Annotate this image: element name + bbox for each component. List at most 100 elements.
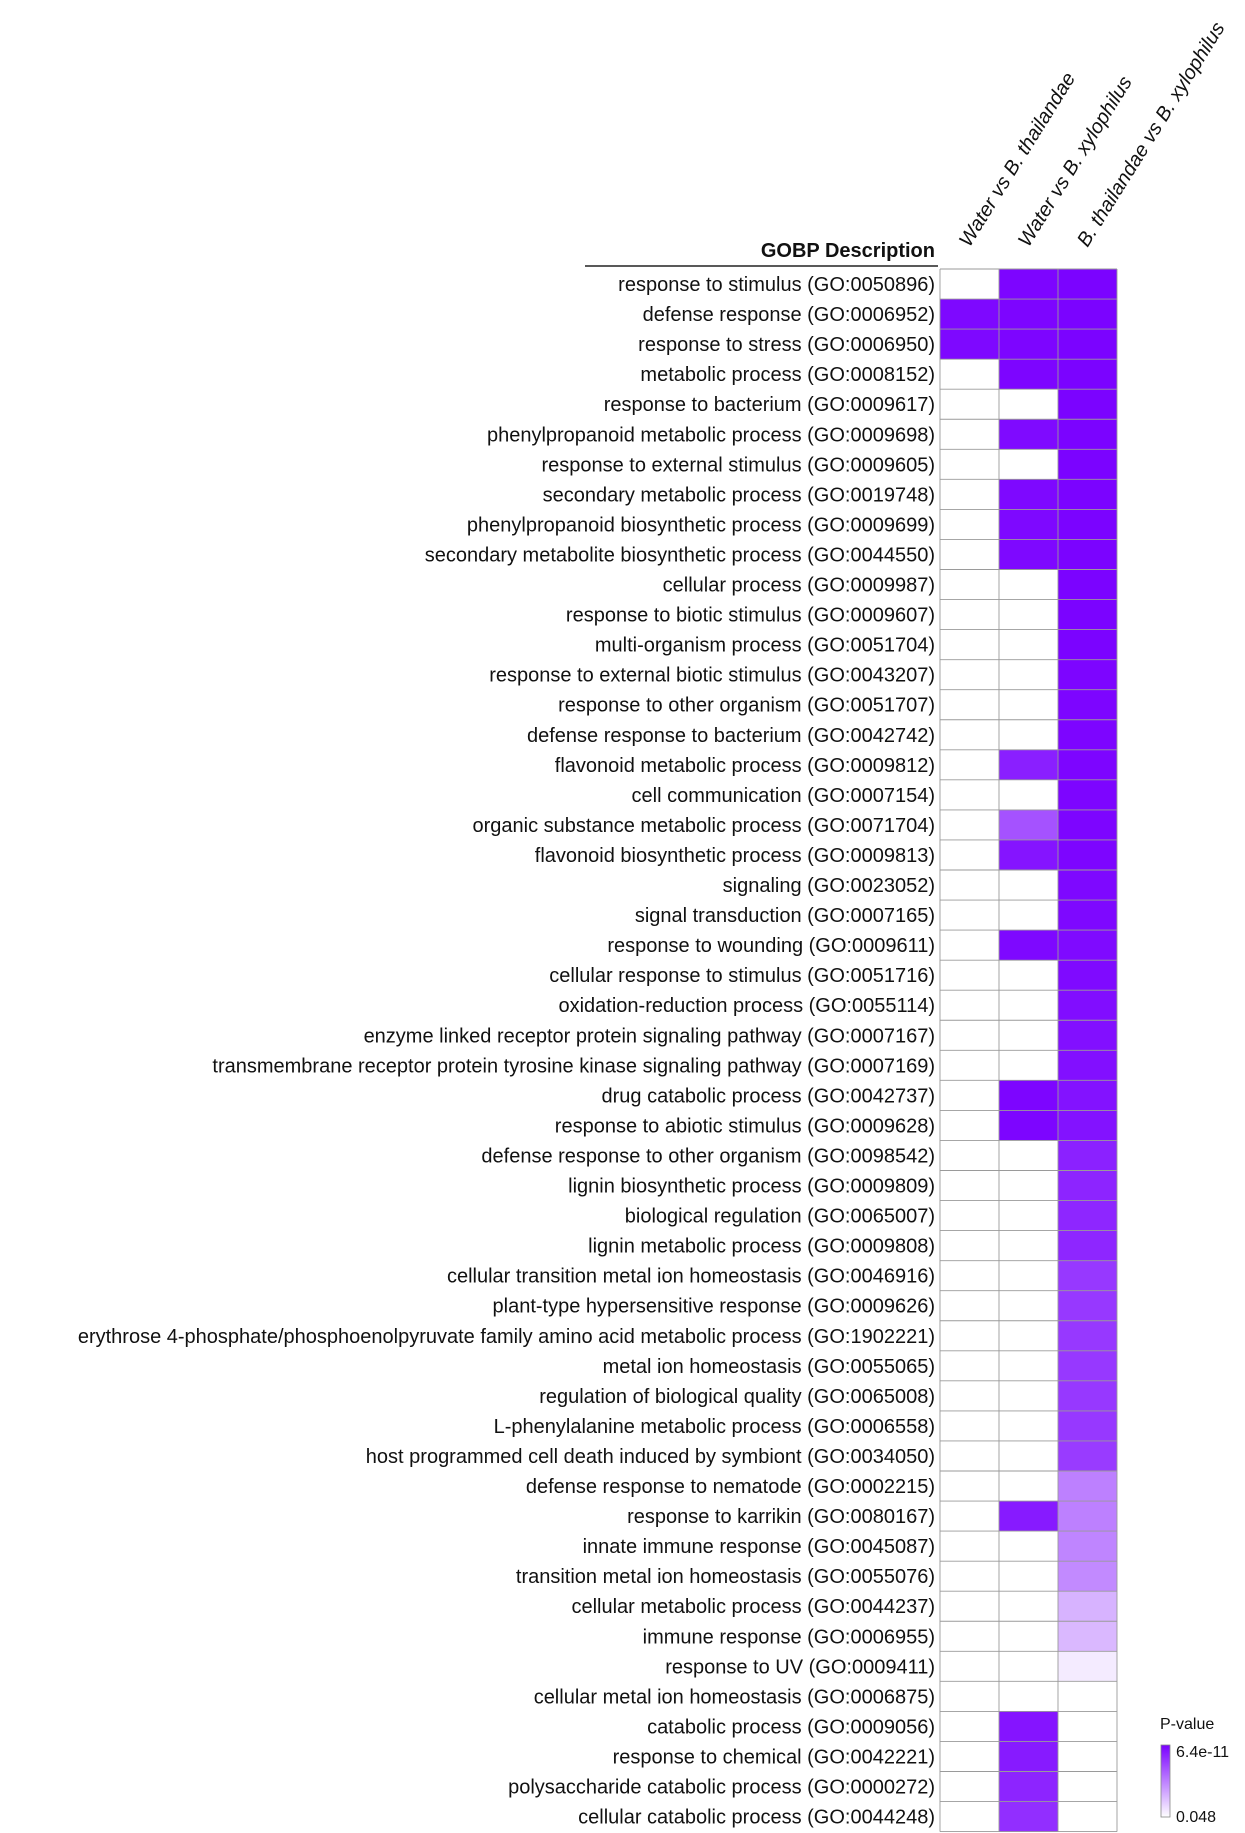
heatmap-cell <box>1058 900 1117 931</box>
row-label: drug catabolic process (GO:0042737) <box>601 1085 935 1107</box>
heatmap-cell <box>1058 1771 1117 1802</box>
heatmap-cell <box>1058 359 1117 390</box>
heatmap-cell <box>940 539 999 570</box>
heatmap-cell <box>1058 1711 1117 1742</box>
heatmap-cell <box>940 779 999 810</box>
heatmap-cell <box>1058 1410 1117 1441</box>
heatmap-cell <box>999 900 1058 931</box>
row-label: defense response to nematode (GO:0002215… <box>526 1476 935 1498</box>
legend-title: P-value <box>1160 1716 1214 1733</box>
heatmap-cell <box>940 900 999 931</box>
heatmap-cell <box>999 509 1058 540</box>
heatmap-cell <box>940 329 999 360</box>
heatmap-cell <box>1058 1290 1117 1321</box>
heatmap-cell <box>1058 960 1117 991</box>
heatmap-cell <box>999 1410 1058 1441</box>
heatmap-cell <box>940 569 999 600</box>
heatmap-cell <box>1058 1561 1117 1592</box>
heatmap-cell <box>1058 1260 1117 1291</box>
heatmap-cell <box>1058 1170 1117 1201</box>
heatmap-cell <box>1058 299 1117 330</box>
row-label: phenylpropanoid biosynthetic process (GO… <box>467 514 935 536</box>
heatmap-cell <box>940 1651 999 1682</box>
header-label: GOBP Description <box>761 240 935 262</box>
row-label: oxidation-reduction process (GO:0055114) <box>558 995 935 1017</box>
heatmap-cell <box>1058 479 1117 510</box>
row-label: innate immune response (GO:0045087) <box>583 1536 935 1558</box>
heatmap-cell <box>999 1621 1058 1652</box>
row-label: regulation of biological quality (GO:006… <box>539 1386 935 1408</box>
row-label: signaling (GO:0023052) <box>723 875 935 897</box>
heatmap-cell <box>1058 1621 1117 1652</box>
row-label: immune response (GO:0006955) <box>643 1626 935 1648</box>
heatmap-cell <box>1058 1681 1117 1712</box>
heatmap-cell <box>999 1380 1058 1411</box>
row-label: flavonoid biosynthetic process (GO:00098… <box>535 845 935 867</box>
row-label: organic substance metabolic process (GO:… <box>473 815 935 837</box>
row-label: response to UV (GO:0009411) <box>665 1656 935 1678</box>
heatmap-cell <box>940 419 999 450</box>
heatmap-cell <box>1058 839 1117 870</box>
row-label: lignin biosynthetic process (GO:0009809) <box>568 1176 935 1198</box>
heatmap-cell <box>1058 1350 1117 1381</box>
legend-color-bar <box>1160 1744 1171 1818</box>
row-label: response to stimulus (GO:0050896) <box>618 274 935 296</box>
heatmap-cell <box>940 1050 999 1081</box>
row-label: erythrose 4-phosphate/phosphoenolpyruvat… <box>78 1326 935 1348</box>
heatmap-cell <box>999 479 1058 510</box>
heatmap-cell <box>999 1591 1058 1622</box>
row-label: cell communication (GO:0007154) <box>632 785 935 807</box>
row-label: metal ion homeostasis (GO:0055065) <box>603 1356 935 1378</box>
row-label: response to stress (GO:0006950) <box>638 334 935 356</box>
row-label: defense response to other organism (GO:0… <box>481 1145 935 1167</box>
heatmap-cell <box>999 1140 1058 1171</box>
heatmap-cell <box>940 1260 999 1291</box>
heatmap-cell <box>999 1531 1058 1562</box>
row-label: L-phenylalanine metabolic process (GO:00… <box>494 1416 935 1438</box>
heatmap-cell <box>999 299 1058 330</box>
heatmap-cell <box>1058 629 1117 660</box>
heatmap-cell <box>999 1681 1058 1712</box>
heatmap-cell <box>940 1110 999 1141</box>
heatmap-cell <box>1058 870 1117 901</box>
heatmap-cell <box>999 779 1058 810</box>
heatmap-cells <box>939 268 1118 1833</box>
heatmap-cell <box>940 1080 999 1111</box>
heatmap-cell <box>1058 1741 1117 1772</box>
heatmap-cell <box>1058 1320 1117 1351</box>
heatmap-cell <box>1058 599 1117 630</box>
legend: P-value 6.4e-11 0.048 <box>1160 1716 1229 1826</box>
heatmap-cell <box>940 449 999 480</box>
heatmap-cell <box>999 1290 1058 1321</box>
heatmap-cell <box>999 1080 1058 1111</box>
heatmap-cell <box>999 569 1058 600</box>
row-label: multi-organism process (GO:0051704) <box>595 635 935 657</box>
row-label: response to bacterium (GO:0009617) <box>604 394 935 416</box>
heatmap-cell <box>1058 1380 1117 1411</box>
row-label: response to wounding (GO:0009611) <box>607 935 935 957</box>
heatmap-cell <box>940 1561 999 1592</box>
heatmap-cell <box>999 1260 1058 1291</box>
heatmap-cell <box>1058 389 1117 420</box>
heatmap-cell <box>999 1801 1058 1832</box>
heatmap-cell <box>1058 1230 1117 1261</box>
heatmap-cell <box>940 1380 999 1411</box>
heatmap-cell <box>999 359 1058 390</box>
heatmap-cell <box>1058 539 1117 570</box>
heatmap-cell <box>1058 1110 1117 1141</box>
row-labels: response to stimulus (GO:0050896) defense… <box>78 274 935 1829</box>
heatmap-cell <box>940 479 999 510</box>
heatmap-cell <box>1058 990 1117 1021</box>
heatmap-cell <box>999 960 1058 991</box>
heatmap-cell <box>1058 1200 1117 1231</box>
heatmap-cell <box>940 1681 999 1712</box>
row-label: response to external stimulus (GO:000960… <box>541 454 935 476</box>
heatmap-cell <box>1058 749 1117 780</box>
heatmap-cell <box>940 299 999 330</box>
heatmap-cell <box>940 1350 999 1381</box>
heatmap-cell <box>999 1230 1058 1261</box>
heatmap-cell <box>940 839 999 870</box>
heatmap-cell <box>940 689 999 720</box>
heatmap-cell <box>940 930 999 961</box>
